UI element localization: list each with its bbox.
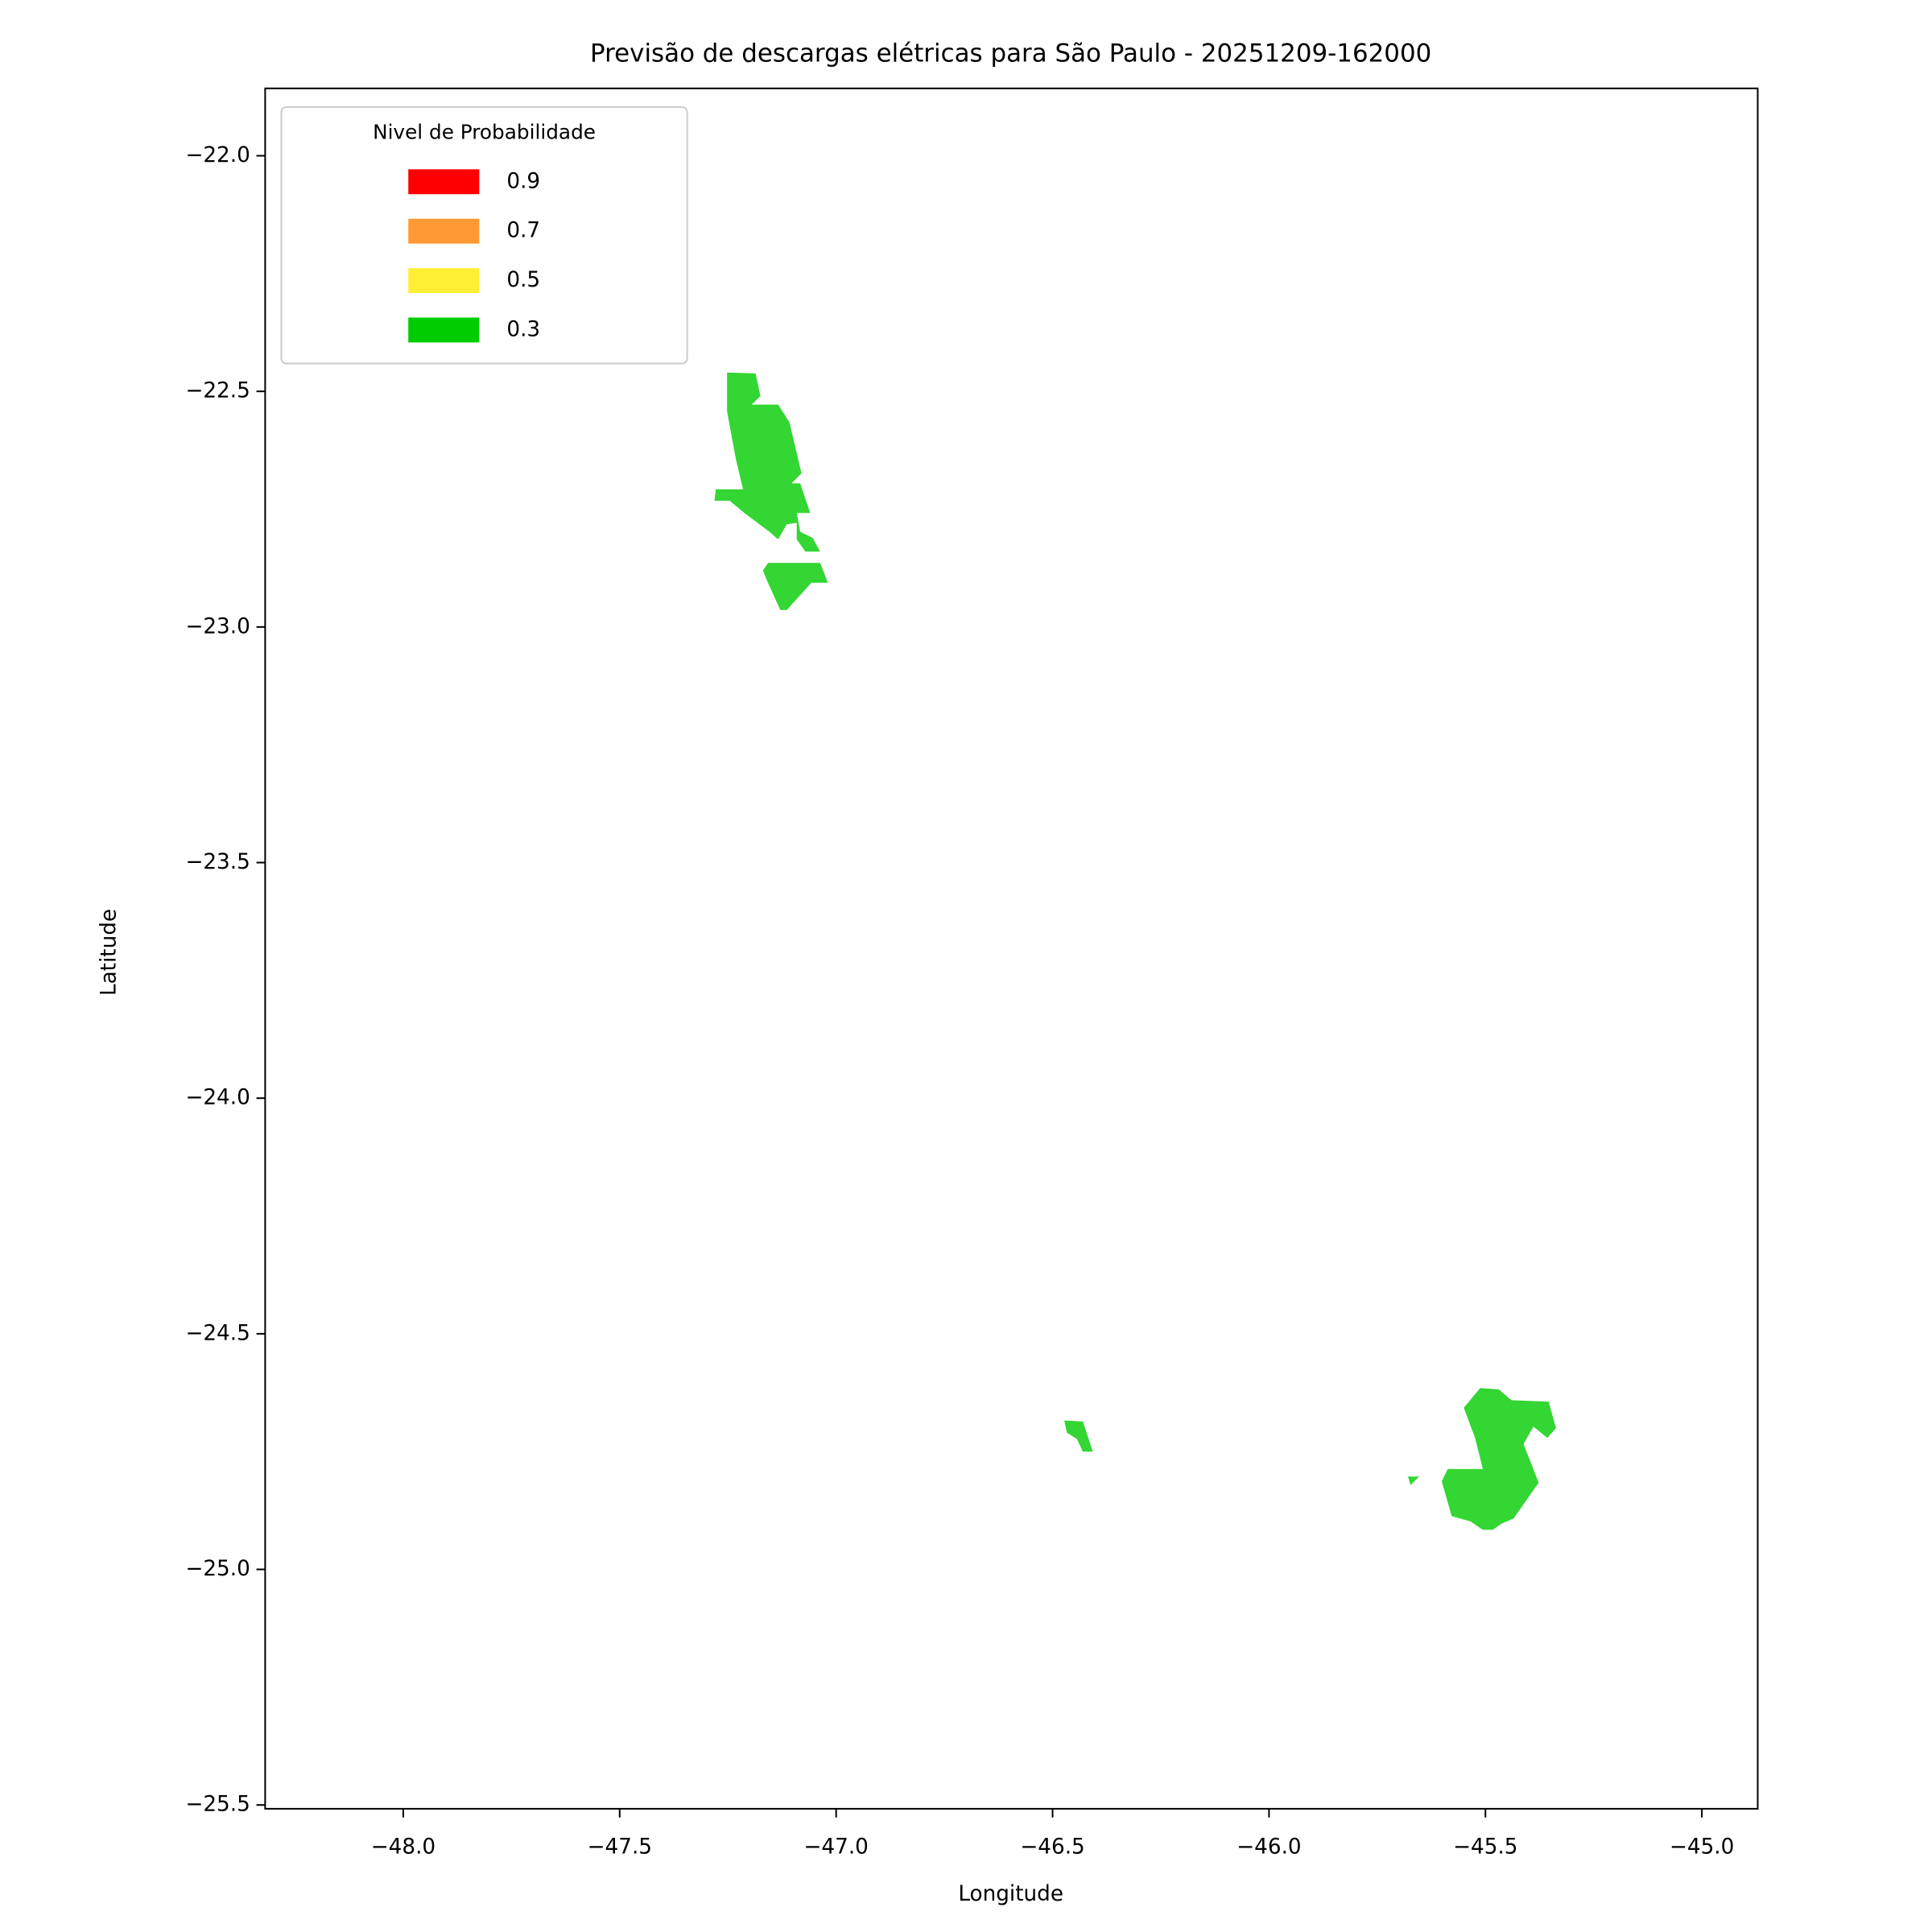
legend-label: 0.7 [506, 219, 540, 243]
x-axis-label: Longitude [958, 1882, 1063, 1906]
legend-title: Nivel de Probabilidade [373, 120, 596, 143]
legend-swatch [408, 169, 480, 195]
legend-box [280, 105, 688, 365]
axes-frame [264, 87, 1759, 1810]
y-tick-label: −23.5 [185, 850, 250, 874]
x-tick-label: −48.0 [371, 1835, 436, 1859]
legend-swatch [408, 218, 480, 244]
y-axis-label: Latitude [97, 909, 122, 996]
legend-label: 0.9 [506, 169, 540, 193]
y-tick-label: −23.0 [185, 614, 250, 638]
region [762, 563, 828, 610]
y-tick-label: −24.0 [185, 1086, 250, 1110]
legend-label: 0.3 [506, 317, 540, 341]
legend-label: 0.5 [506, 268, 540, 292]
legend-swatch [408, 268, 480, 294]
x-tick-label: −47.5 [588, 1835, 653, 1859]
region [1441, 1388, 1556, 1530]
plot-area [714, 372, 1556, 1530]
y-tick-label: −22.5 [185, 379, 250, 403]
x-tick-label: −45.5 [1453, 1835, 1517, 1859]
y-tick-label: −25.5 [185, 1793, 250, 1817]
x-tick-label: −46.0 [1236, 1835, 1301, 1859]
x-tick-label: −45.0 [1670, 1835, 1735, 1859]
legend: Nivel de Probabilidade 0.9 0.7 0.5 0.3 [280, 105, 688, 365]
region [1408, 1476, 1419, 1485]
region [714, 372, 820, 552]
chart-title: Previsão de descargas elétricas para São… [590, 39, 1431, 68]
y-tick-label: −25.0 [185, 1557, 250, 1581]
y-tick-label: −22.0 [185, 143, 250, 167]
x-tick-label: −46.5 [1020, 1835, 1085, 1859]
legend-swatch [408, 317, 480, 343]
region [1064, 1420, 1093, 1452]
x-tick-label: −47.0 [803, 1835, 869, 1859]
y-tick-label: −24.5 [185, 1321, 250, 1345]
